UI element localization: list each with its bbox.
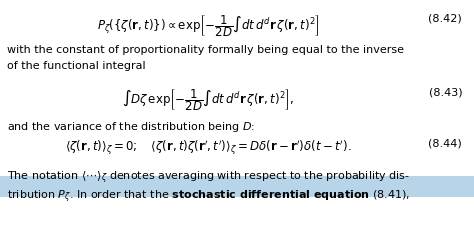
Text: and the variance of the distribution being $D$:: and the variance of the distribution bei… — [7, 120, 255, 134]
Text: $\langle\zeta(\mathbf{r},t)\rangle_\zeta = 0;\quad \langle\zeta(\mathbf{r},t)\ze: $\langle\zeta(\mathbf{r},t)\rangle_\zeta… — [65, 139, 352, 157]
Text: (8.43): (8.43) — [428, 87, 462, 97]
Text: (8.42): (8.42) — [428, 13, 462, 23]
Text: of the functional integral: of the functional integral — [7, 61, 146, 71]
FancyBboxPatch shape — [0, 176, 474, 197]
Text: The notation $\langle\cdots\rangle_\zeta$ denotes averaging with respect to the : The notation $\langle\cdots\rangle_\zeta… — [7, 170, 410, 186]
Text: (8.44): (8.44) — [428, 139, 462, 149]
Text: tribution $P_\zeta$. In order that the $\mathbf{stochastic\ differential\ equati: tribution $P_\zeta$. In order that the $… — [7, 189, 410, 205]
Text: $P_\zeta(\{\zeta(\mathbf{r},t)\}) \propto \exp\!\left[-\dfrac{1}{2D}\int dt\,d^d: $P_\zeta(\{\zeta(\mathbf{r},t)\}) \propt… — [97, 13, 320, 39]
Text: $\int D\zeta\,\exp\!\left[-\dfrac{1}{2D}\int dt\,d^d\mathbf{r}\,\zeta(\mathbf{r}: $\int D\zeta\,\exp\!\left[-\dfrac{1}{2D}… — [122, 87, 295, 113]
Text: with the constant of proportionality formally being equal to the inverse: with the constant of proportionality for… — [7, 45, 404, 55]
